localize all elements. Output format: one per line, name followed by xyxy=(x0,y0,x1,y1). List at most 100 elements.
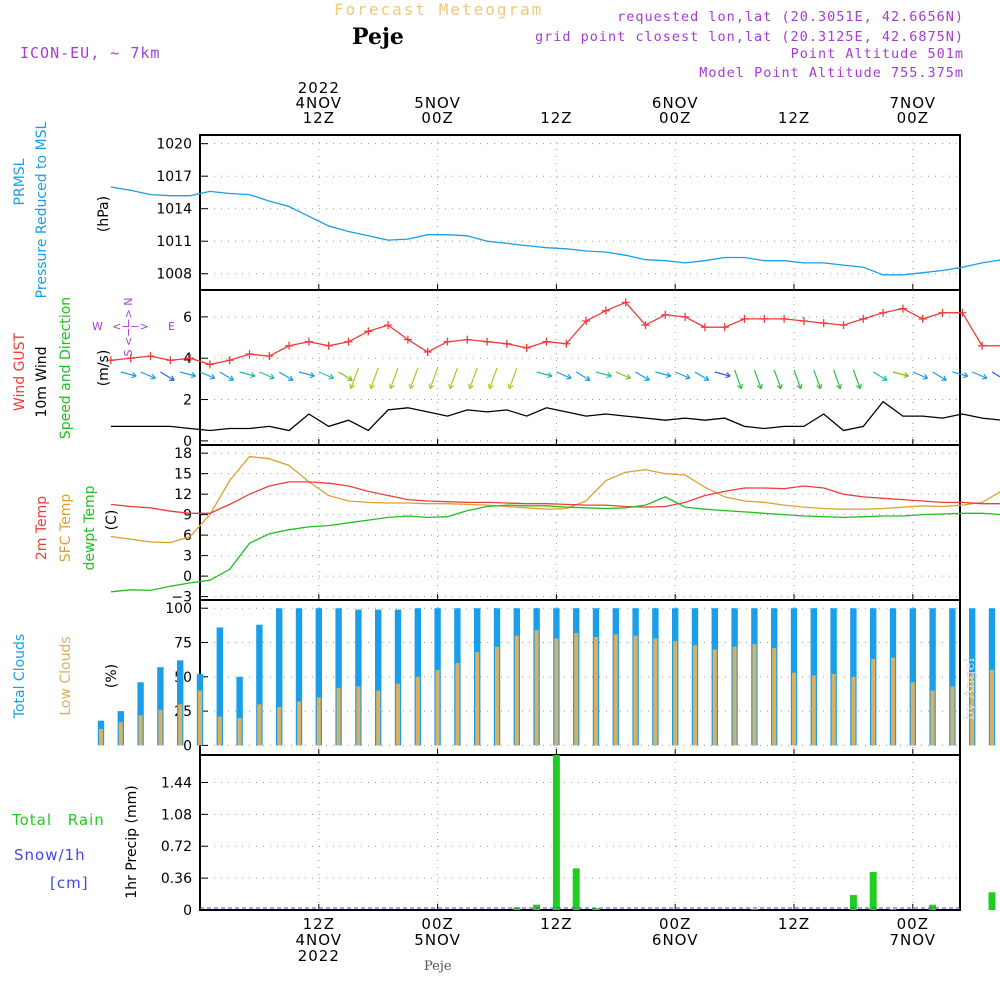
y-tick-label: 1020 xyxy=(156,137,192,153)
cloud-unit-label: (%) xyxy=(104,664,120,688)
wind-arrow-head xyxy=(566,373,572,380)
low-cloud-bar xyxy=(910,682,915,746)
low-cloud-bar xyxy=(772,648,777,746)
temp-unit-label: (C) xyxy=(104,510,120,531)
top-time-label: 00Z xyxy=(659,109,691,127)
low-cloud-bar xyxy=(514,635,519,746)
gust-point xyxy=(661,310,670,319)
gust-point xyxy=(839,321,848,330)
gust-point xyxy=(344,337,353,346)
low-cloud-bar xyxy=(613,634,618,746)
y-tick-label: 75 xyxy=(174,636,192,652)
top-time-label: 12Z xyxy=(303,109,335,127)
gust-point xyxy=(898,304,907,313)
wind-direction-arrow xyxy=(912,371,928,379)
station-name: Peje xyxy=(352,24,404,50)
panel-frame xyxy=(199,134,961,291)
panel-frame xyxy=(199,289,961,446)
compass-e-label: E xyxy=(168,320,175,333)
gust-point xyxy=(205,360,214,369)
wind-direction-arrow xyxy=(991,371,1000,378)
wind-arrow-head xyxy=(369,383,375,390)
total-cloud-bar xyxy=(216,627,223,746)
y-tick-label: 1011 xyxy=(156,234,192,250)
wind-direction-arrow xyxy=(753,369,762,389)
gust-point xyxy=(423,348,432,356)
gust-point xyxy=(562,339,571,348)
wind-arrow-head xyxy=(287,375,294,381)
total-clouds-label: Total Clouds xyxy=(12,634,28,719)
low-cloud-bar xyxy=(950,686,955,746)
gust-point xyxy=(700,323,709,332)
top-time-label: 4NOV xyxy=(296,94,343,112)
wind-arrow-head xyxy=(487,383,494,390)
gust-point xyxy=(265,352,274,361)
wind-direction-arrow xyxy=(259,371,275,379)
sfc-temp-label: SFC Temp xyxy=(58,494,74,563)
total-cloud-bar xyxy=(137,682,144,746)
bottom-time-label: 12Z xyxy=(303,915,335,933)
y-tick-label: 1008 xyxy=(156,267,192,283)
rain-bar xyxy=(869,871,877,910)
wind-arrow-head xyxy=(737,383,743,390)
gust-point xyxy=(146,352,155,361)
low-cloud-bar xyxy=(455,663,460,746)
panel-frame xyxy=(199,444,961,601)
wind-arrow-head xyxy=(855,383,862,390)
top-time-label: 2022 xyxy=(298,79,340,97)
precip-unit-label: 1hr Precip (mm) xyxy=(124,785,140,898)
low-cloud-bar xyxy=(415,676,420,746)
gust-point xyxy=(760,314,769,323)
y-tick-label: 9 xyxy=(183,508,192,524)
grid-point-location: grid point closest lon,lat (20.3125E, 42… xyxy=(534,29,964,45)
wind-direction-arrow xyxy=(575,371,591,381)
wind-direction-arrow xyxy=(714,371,731,377)
wind-direction-arrow xyxy=(793,369,802,389)
credit-watermark: by Angel xyxy=(962,657,978,720)
rain-bar xyxy=(533,904,541,910)
gust-point xyxy=(106,356,115,365)
y-tick-label: 15 xyxy=(174,467,192,483)
wind-direction-arrow xyxy=(429,367,439,389)
temp-2m-label: 2m Temp xyxy=(34,496,50,560)
panel-frame xyxy=(199,599,961,756)
y-tick-label: 0 xyxy=(183,738,192,754)
wind-arrow-head xyxy=(209,373,216,380)
low-cloud-bar xyxy=(336,687,341,746)
dewpoint-line xyxy=(110,496,1000,593)
gust-point xyxy=(324,341,333,350)
bottom-time-label: 4NOV xyxy=(296,931,343,949)
wind-arrow-head xyxy=(584,375,591,381)
wind-direction-arrow xyxy=(852,369,861,389)
low-cloud-bar xyxy=(495,646,499,746)
model-name: ICON-EU, ~ 7km xyxy=(20,44,161,62)
gust-point xyxy=(681,312,690,321)
bottom-time-label: 12Z xyxy=(540,915,572,933)
wind-direction-arrow xyxy=(813,369,822,389)
wind-arrow-head xyxy=(725,372,731,379)
pressure-label-2: Pressure Reduced to MSL xyxy=(34,121,50,298)
y-tick-label: 4 xyxy=(183,351,192,367)
wind-direction-arrow xyxy=(350,367,359,389)
total-cloud-bar xyxy=(909,608,916,746)
gust-point xyxy=(819,319,828,328)
low-clouds-label: Low Clouds xyxy=(58,636,74,715)
gust-point xyxy=(740,314,749,323)
wind-arrow-head xyxy=(190,372,197,379)
rain-bar xyxy=(592,908,600,910)
wind-direction-arrow xyxy=(556,371,572,379)
wind-direction-arrow xyxy=(615,371,631,379)
wind-direction-arrow xyxy=(635,371,650,381)
gust-point xyxy=(245,350,254,359)
temp-2m-line xyxy=(110,481,1000,514)
panel-0: 1008 1011 1014 1017 1020 xyxy=(156,134,961,291)
wind-direction-arrow xyxy=(655,371,672,377)
total-cloud-bar xyxy=(276,608,283,746)
top-time-label: 5NOV xyxy=(414,94,461,112)
top-time-label: 6NOV xyxy=(652,94,699,112)
low-cloud-bar xyxy=(970,674,975,746)
gust-point xyxy=(166,356,175,365)
low-cloud-bar xyxy=(198,690,202,746)
panel-1: 0 2 4 6 xyxy=(183,289,961,450)
